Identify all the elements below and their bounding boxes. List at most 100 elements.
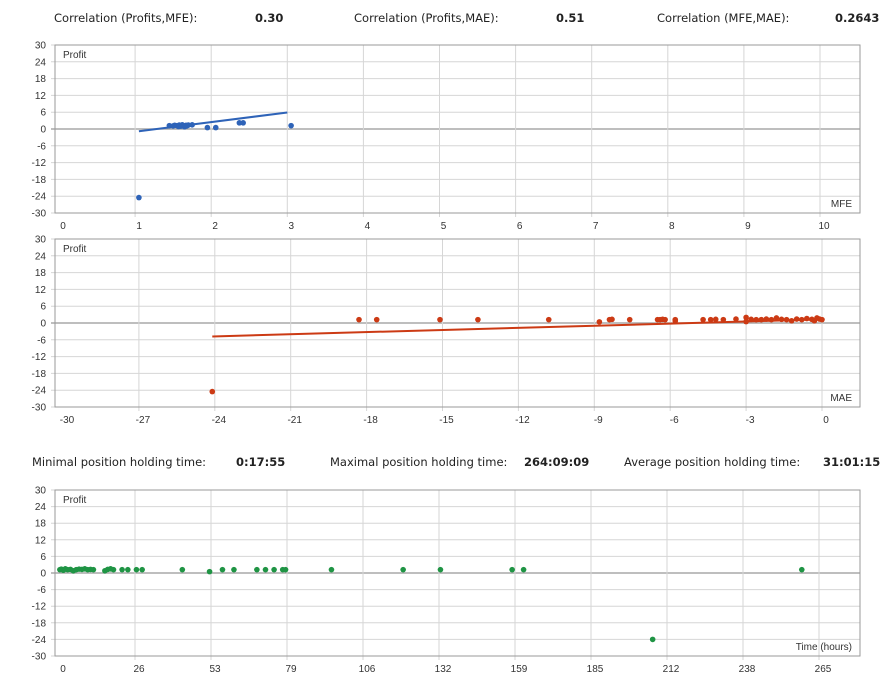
data-point (356, 316, 362, 323)
x-tick-label: -27 (136, 415, 151, 426)
profit-vs-time-chart: 30 24 18 12 6 0 -6 -12 -18 -24 -30 0 26 53 79 106 132 159… (32, 486, 861, 675)
avg-holding-value: 31:01:15 (823, 455, 881, 469)
x-tick-label: 132 (435, 664, 452, 675)
data-point (240, 120, 246, 126)
corr-mfe-mae-value: 0.2643 (835, 11, 880, 25)
data-point (545, 316, 552, 323)
corr-mfe-mae-label: Correlation (MFE,MAE): (657, 11, 790, 25)
x-tick-label: 4 (365, 221, 371, 232)
data-point (804, 315, 810, 322)
data-point (626, 316, 633, 323)
x-axis-title: MAE (830, 393, 852, 404)
y-tick-label: -24 (32, 386, 47, 397)
y-tick-label: 18 (35, 74, 47, 85)
data-point (748, 316, 754, 323)
data-point (707, 316, 714, 323)
data-point (509, 566, 515, 573)
y-tick-label: 6 (40, 108, 46, 119)
y-tick-label: -18 (32, 369, 47, 380)
data-point (282, 566, 289, 573)
y-axis-title: Profit (63, 495, 87, 506)
x-tick-label: 6 (517, 221, 523, 232)
plot-frame (54, 489, 861, 657)
y-tick-label: 18 (35, 268, 47, 279)
y-tick-label: -12 (32, 602, 47, 613)
y-tick-label: 0 (40, 125, 46, 136)
x-tick-label: 0 (823, 415, 829, 426)
x-tick-label: 0 (60, 664, 66, 675)
y-axis-title: Profit (63, 244, 87, 255)
x-tick-label: 26 (133, 664, 145, 675)
data-point (819, 316, 825, 323)
y-tick-label: -6 (37, 141, 46, 152)
data-point (209, 388, 216, 395)
data-point (90, 566, 97, 573)
plot-frame (54, 238, 861, 408)
x-tick-label: 2 (212, 221, 218, 232)
data-point (609, 316, 615, 323)
y-tick-label: -24 (32, 192, 47, 203)
data-point (768, 316, 775, 323)
y-tick-label: -18 (32, 618, 47, 629)
x-tick-label: -18 (363, 415, 378, 426)
corr-profits-mae-value: 0.51 (556, 11, 585, 25)
y-tick-label: -30 (32, 209, 47, 220)
data-point (763, 316, 770, 322)
y-tick-label: -30 (32, 403, 47, 414)
data-point (254, 566, 260, 573)
x-tick-label: 79 (285, 664, 297, 675)
data-point (672, 316, 679, 323)
data-point (720, 316, 727, 323)
data-point (179, 566, 186, 573)
x-tick-label: 3 (289, 221, 295, 232)
data-point (437, 566, 444, 573)
x-tick-label: 1 (136, 221, 142, 232)
trendline (212, 318, 823, 338)
data-point (437, 316, 443, 323)
data-point (119, 566, 125, 573)
plot-frame (54, 44, 861, 214)
x-tick-label: 7 (593, 221, 599, 232)
y-tick-label: 12 (35, 285, 47, 296)
data-point (136, 194, 142, 201)
y-tick-label: 6 (40, 552, 46, 563)
y-tick-label: -24 (32, 635, 47, 646)
y-tick-label: -12 (32, 158, 47, 169)
data-point (219, 566, 226, 573)
x-tick-label: 8 (669, 221, 675, 232)
data-point (798, 316, 805, 323)
max-holding-value: 264:09:09 (524, 455, 590, 469)
data-point (139, 566, 145, 573)
avg-holding-label: Average position holding time: (624, 455, 801, 469)
corr-profits-mae-label: Correlation (Profits,MAE): (354, 11, 499, 25)
x-axis-title: MFE (831, 199, 852, 210)
data-point (753, 316, 760, 323)
x-tick-label: 212 (663, 664, 680, 675)
data-point (288, 122, 294, 129)
data-point (520, 566, 527, 573)
data-point (758, 316, 765, 323)
y-tick-label: -12 (32, 352, 47, 363)
data-point (712, 316, 719, 323)
x-tick-label: -3 (746, 415, 755, 426)
data-point (373, 316, 380, 323)
x-tick-label: -6 (670, 415, 679, 426)
data-point (743, 318, 749, 325)
x-tick-label: 238 (739, 664, 756, 675)
data-point (743, 314, 749, 321)
corr-profits-mfe-label: Correlation (Profits,MFE): (54, 11, 198, 25)
min-holding-value: 0:17:55 (236, 455, 286, 469)
y-tick-label: 30 (35, 486, 47, 497)
data-point (662, 316, 668, 323)
y-tick-label: 6 (40, 302, 46, 313)
data-point (206, 568, 213, 575)
y-tick-label: 12 (35, 535, 47, 546)
y-tick-label: 0 (40, 319, 46, 330)
x-tick-label: 159 (511, 664, 528, 675)
y-tick-label: -6 (37, 335, 46, 346)
y-tick-label: 24 (35, 251, 47, 262)
data-point (788, 317, 795, 324)
x-tick-label: -21 (287, 415, 302, 426)
